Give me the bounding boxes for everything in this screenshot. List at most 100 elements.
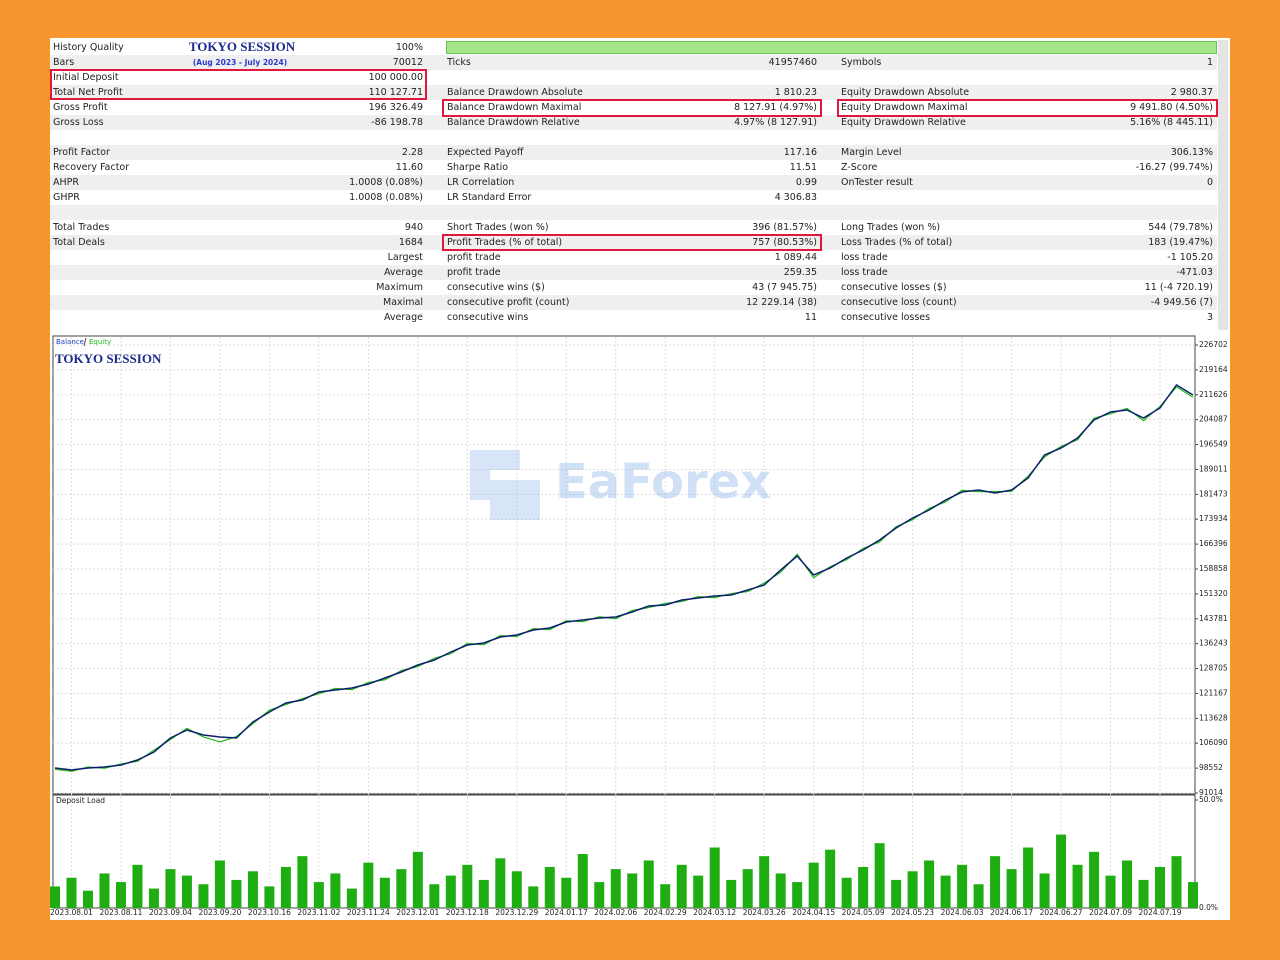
history-bar [446,41,1217,54]
load-bar [379,877,390,908]
cell-value: 1.0008 (0.08%) [349,177,423,188]
load-bar [66,877,77,908]
load-bar [363,862,374,908]
watermark-logo [470,450,540,520]
cell-label: Balance Drawdown Absolute [447,87,583,98]
cell-value: 11 [804,312,817,323]
load-bar [264,886,275,908]
highlight-box [50,69,427,100]
cell-label: Bars [53,57,75,68]
load-bar [231,879,242,908]
watermark: EaForex [555,454,771,510]
cell-label: Z-Score [841,162,878,173]
cell-value: 396 (81.57%) [752,222,817,233]
load-bar [346,888,357,908]
cell-value: 8 127.91 (4.97%) [734,102,817,113]
cell-value: 940 [404,222,423,233]
cell-value: 117.16 [783,147,817,158]
cell-label: consecutive loss (count) [841,297,957,308]
report-row: Largest profit trade 1 089.44 loss trade -1 … [50,250,1217,265]
cell-label: Total Net Profit [53,87,123,98]
cell-label: OnTester result [841,177,913,188]
y-tick-label: 106090 [1199,738,1228,747]
y-tick-label: 113628 [1199,713,1228,722]
load-bar [280,866,291,908]
cell-label: Symbols [841,57,882,68]
series-line [54,383,1194,771]
overlay-title: TOKYO SESSION [189,39,296,54]
cell-label: Profit Trades (% of total) [447,237,563,248]
load-bar [726,879,737,908]
load-bar [297,856,308,908]
load-bar [924,860,935,908]
load-bar [858,866,869,908]
load-bar [940,875,951,908]
cell-label: Maximum [376,282,423,293]
cell-label: loss trade [841,267,888,278]
cell-value: 43 (7 945.75) [752,282,817,293]
cell-label: consecutive wins [447,312,529,323]
load-bar [775,873,786,908]
cell-label: Gross Loss [53,117,104,128]
load-bar [841,877,852,908]
load-bar [148,888,159,908]
cell-value: 11.51 [789,162,817,173]
cell-label: Average [383,267,423,278]
cell-label: Average [383,312,423,323]
cell-label: Equity Drawdown Relative [841,117,966,128]
chart-title: TOKYO SESSION [55,351,162,366]
load-bar [561,877,572,908]
cell-label: consecutive profit (count) [447,297,570,308]
report-row: Bars 70012 Ticks 41957460 Symbols 1 [50,55,1217,70]
cell-label: Loss Trades (% of total) [841,237,953,248]
report-row: Maximal consecutive profit (count) 12 229.… [50,295,1217,310]
cell-label: consecutive wins ($) [447,282,545,293]
cell-value: 4 306.83 [774,192,817,203]
load-bar [1072,864,1083,908]
cell-value: 110 127.71 [368,87,423,98]
y-tick-label: 204087 [1199,415,1228,424]
cell-label: profit trade [447,252,501,263]
load-bar [643,860,654,908]
load-bar [478,879,489,908]
highlight-box [442,99,822,117]
report-row: Gross Loss -86 198.78 Balance Drawdown Rel… [50,115,1217,130]
load-bar [1122,860,1133,908]
y-tick-label: 0.0% [1199,903,1218,912]
cell-value: -16.27 (99.74%) [1135,162,1213,173]
report-row: Recovery Factor 11.60 Sharpe Ratio 11.51 Z-S… [50,160,1217,175]
overlay-subtitle: (Aug 2023 - July 2024) [193,58,287,67]
cell-label: Sharpe Ratio [447,162,509,173]
cell-value: 544 (79.78%) [1148,222,1213,233]
load-bar [676,864,687,908]
cell-value: 306.13% [1170,147,1213,158]
cell-value: 1 810.23 [774,87,817,98]
load-bar [1171,856,1182,908]
legend-balance: Balance [56,338,84,346]
x-tick-label: 2023.12.01 [396,908,439,917]
deposit-title: Deposit Load [56,796,105,805]
y-tick-label: 50.0% [1199,795,1223,804]
x-tick-label: 2024.06.27 [1040,908,1083,917]
x-tick-label: 2024.07.09 [1089,908,1132,917]
cell-value: 100 000.00 [368,72,423,83]
x-tick-label: 2024.05.23 [891,908,934,917]
cell-value: 9 491.80 (4.50%) [1130,102,1213,113]
cell-value: 0.99 [795,177,817,188]
cell-label: LR Standard Error [447,192,532,203]
cell-label: History Quality [53,42,124,53]
cell-value: 196 326.49 [368,102,423,113]
load-bar [1039,873,1050,908]
cell-label: Balance Drawdown Maximal [447,102,582,113]
cell-value: -471.03 [1176,267,1213,278]
cell-value: 0 [1206,177,1213,188]
cell-value: 757 (80.53%) [752,237,817,248]
load-bar [214,860,225,908]
cell-label: Maximal [383,297,423,308]
load-bar [874,843,885,908]
highlight-box [837,99,1218,117]
cell-value: 41957460 [768,57,817,68]
load-bar [1155,866,1166,908]
